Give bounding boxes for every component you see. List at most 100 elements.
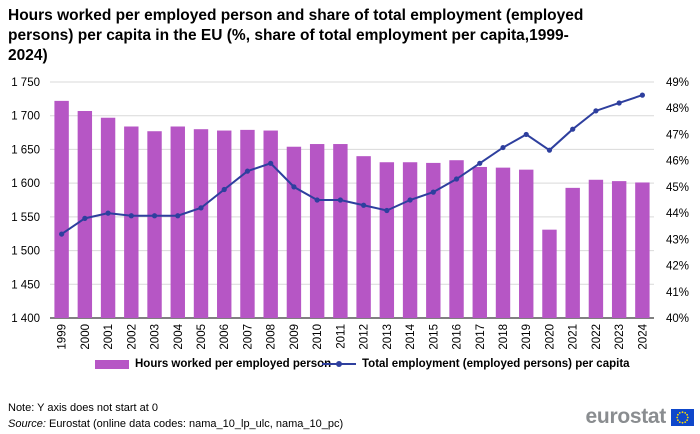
line-point: [616, 100, 622, 106]
chart: 1 400 1 450 1 500 1 550 1 600 1 650 1 700 1 750…: [11, 77, 689, 350]
line-point: [477, 160, 483, 166]
line-point: [500, 144, 506, 151]
line-point: [384, 207, 390, 214]
bar-series: [54, 100, 650, 318]
x-tick-label: 2020: [544, 324, 556, 350]
line-point: [198, 205, 204, 211]
eurostat-logo: eurostat: [586, 405, 694, 429]
line-point: [570, 126, 576, 132]
left-axis: 1 400 1 450 1 500 1 550 1 600 1 650 1 700 1 750: [11, 77, 40, 325]
left-tick-label: 1 500: [11, 246, 40, 258]
x-tick-label: 2006: [219, 324, 231, 350]
source-note: Source: Eurostat (online data codes: nam…: [8, 418, 343, 430]
bar: [472, 166, 487, 318]
logo-text: eurostat: [585, 405, 667, 428]
x-tick-label: 2011: [335, 324, 347, 349]
x-tick-label: 2024: [637, 323, 649, 349]
right-tick-label: 44%: [666, 208, 689, 220]
gridlines: [50, 81, 654, 319]
line-point: [639, 92, 645, 98]
bar: [217, 130, 232, 318]
line-point: [105, 210, 111, 216]
line-point: [314, 197, 320, 203]
bar: [124, 126, 139, 318]
eu-flag-icon: [671, 408, 694, 426]
right-tick-label: 40%: [666, 313, 689, 325]
x-tick-label: 2016: [452, 324, 464, 350]
right-tick-label: 41%: [666, 287, 689, 299]
x-axis: 1999 2000 2001 2002 2003 2004 2005 2006 2007 2008…: [57, 323, 650, 349]
bar: [263, 130, 278, 318]
bar: [542, 229, 557, 318]
axis-note: Note: Y axis does not start at 0: [8, 402, 159, 414]
left-tick-label: 1 750: [11, 77, 40, 89]
bar: [309, 144, 325, 318]
line-point: [361, 202, 367, 208]
legend: Hours worked per employed person Total e…: [0, 358, 700, 378]
legend-item-bars: Hours worked per employed person: [95, 358, 331, 370]
right-tick-label: 42%: [666, 261, 689, 273]
bar: [356, 156, 371, 318]
legend-label-bars: Hours worked per employed person: [135, 358, 332, 370]
legend-label-line: Total employment (employed persons) per …: [362, 358, 630, 370]
left-tick-label: 1 650: [11, 144, 40, 156]
line-point: [151, 213, 158, 219]
left-tick-label: 1 400: [11, 313, 40, 325]
chart-title: Hours worked per employed person and sha…: [8, 7, 584, 64]
right-tick-label: 47%: [666, 129, 689, 141]
x-tick-label: 2009: [289, 324, 301, 350]
right-tick-label: 43%: [666, 234, 689, 246]
line-point: [268, 160, 274, 166]
bar: [611, 181, 627, 318]
line-point: [407, 197, 413, 203]
x-tick-label: 2023: [614, 324, 626, 350]
x-tick-label: 1999: [57, 324, 69, 350]
x-tick-label: 2018: [498, 324, 510, 350]
source-text: Eurostat (online data codes: nama_10_lp_…: [45, 418, 344, 430]
line-point: [337, 197, 343, 203]
right-tick-label: 49%: [666, 77, 689, 89]
x-tick-label: 2021: [568, 324, 580, 350]
line-point: [128, 213, 134, 219]
line-point: [244, 168, 251, 174]
bar: [193, 129, 209, 318]
line-point: [221, 186, 227, 193]
x-tick-label: 2000: [80, 324, 92, 350]
bar: [147, 131, 162, 318]
x-tick-label: 2005: [196, 324, 208, 350]
line-point: [453, 176, 460, 182]
legend-bar-swatch: [95, 359, 129, 369]
x-tick-label: 2010: [312, 324, 324, 350]
bar: [286, 146, 302, 318]
x-tick-label: 2008: [266, 324, 278, 350]
bar: [379, 162, 395, 318]
bar: [170, 126, 185, 318]
bar: [426, 162, 441, 318]
x-tick-label: 2019: [521, 324, 533, 350]
line-point: [430, 189, 436, 195]
left-tick-label: 1 700: [11, 111, 40, 123]
right-tick-label: 45%: [666, 182, 689, 194]
x-tick-label: 2001: [103, 324, 115, 350]
line-point: [82, 215, 88, 221]
x-tick-label: 2015: [428, 324, 440, 350]
x-tick-label: 2007: [242, 324, 254, 350]
bar: [449, 160, 464, 318]
x-tick-label: 2004: [173, 323, 185, 349]
bar: [240, 129, 255, 318]
line-point: [523, 131, 529, 138]
x-tick-label: 2017: [475, 324, 487, 350]
line-point: [593, 108, 599, 114]
x-tick-label: 2013: [382, 324, 394, 350]
bar: [519, 169, 534, 318]
left-tick-label: 1 450: [11, 279, 40, 291]
right-tick-label: 46%: [666, 156, 689, 168]
line-series: [59, 92, 645, 237]
x-tick-label: 2003: [150, 324, 162, 350]
right-tick-label: 48%: [666, 103, 689, 115]
bar: [495, 167, 511, 318]
series-line: [61, 94, 643, 235]
bar: [588, 179, 604, 318]
x-tick-label: 2002: [126, 324, 138, 350]
legend-line-swatch: [322, 359, 356, 369]
